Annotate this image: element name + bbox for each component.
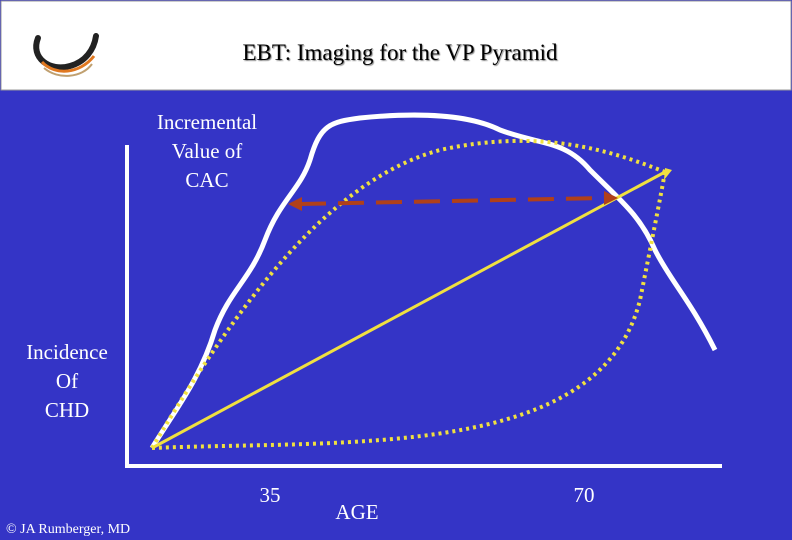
x-tick-label: 35 [260,483,281,507]
arrow-head-left [288,197,302,211]
yellow-line [151,170,666,450]
red-dashed-arrow [299,196,606,206]
x-axis-label: AGE [335,500,378,524]
y-label-top: CAC [185,168,228,192]
y-label-left: Of [56,369,78,393]
yellow-upper-curve [150,138,666,450]
y-label-top: Incremental [157,110,257,134]
header-band [0,0,792,91]
yellow-tip [664,168,672,180]
arrow-head-right [604,191,618,205]
slide-title: EBT: Imaging for the VP Pyramid [242,40,558,65]
y-label-left: Incidence [26,340,108,364]
logo [33,33,99,77]
x-tick-label: 70 [574,483,595,507]
credit: © JA Rumberger, MD [6,522,130,537]
y-label-left: CHD [45,398,89,422]
white-curve [149,112,718,450]
y-label-top: Value of [172,139,243,163]
